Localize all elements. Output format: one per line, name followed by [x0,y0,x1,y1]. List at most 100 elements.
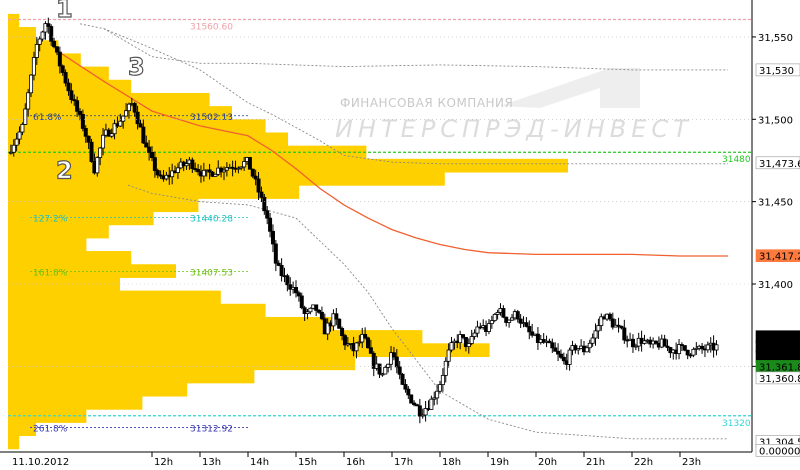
candle-body [553,347,558,352]
x-start-date-label: 11.10.2012 [12,457,69,468]
candle-body [486,323,491,332]
candle-body [144,142,149,148]
candle-body [276,262,281,266]
candle-body [17,131,22,140]
watermark-logo-icon [500,68,640,108]
candle-body [221,169,226,173]
candle-body [23,108,28,125]
candle-body [299,295,304,309]
volume-profile-bar [8,106,232,120]
x-tick-label: 23h [682,457,701,468]
candle-body [308,307,313,313]
candle-body [152,157,157,171]
candle-body [265,210,270,219]
fib-percent-label: 127.2% [33,215,68,225]
x-tick-label: 20h [538,457,557,468]
candle-body [141,126,146,144]
candle-body [420,414,425,417]
price-badge [755,156,800,170]
candle-body [587,342,592,349]
candle-body [78,110,83,115]
candle-body [365,337,370,349]
candle-body [43,23,48,33]
candle-body [469,336,474,344]
candle-body [288,284,293,290]
price-badge [755,63,800,77]
candle-body [317,309,322,313]
x-tick-label: 15h [298,457,317,468]
candle-body [518,318,523,324]
price-badge-label: 31,362 [759,352,794,363]
wave-labels: 1 3 2 [55,0,145,185]
candle-body [118,120,123,127]
level-label: 31480 [722,155,751,165]
volume-profile-bar [8,211,154,226]
price-badge-label: 31,473.6 [759,159,800,170]
candle-body [567,349,572,365]
candle-body [253,175,258,180]
candle-body [363,334,368,339]
fib-percent-label: 161.8% [33,269,68,279]
candle-body [121,115,126,122]
candle-body [509,317,514,321]
candle-body [403,384,408,390]
price-badge-label: 31,417.2 [759,252,800,263]
candle-body [270,230,275,245]
volume-profile-bar [8,40,59,54]
y-tick-label: 31,450 [758,198,793,209]
candle-body [256,178,261,193]
candle-body [342,335,347,346]
candle-body [207,169,212,173]
candle-body [314,304,319,311]
price-badge-label: 31,530 [759,66,794,77]
candle-body [466,343,471,348]
volume-profile-bar [8,27,36,41]
volume-profile-bar [8,224,109,239]
candle-body [190,159,195,169]
x-tick-label: 17h [394,457,413,468]
fib-percent-label: 61.8% [33,113,62,123]
candle-body [561,356,566,362]
x-tick-label: 18h [442,457,461,468]
volume-profile-bar [8,422,36,437]
candle-body [259,191,264,198]
candle-body [383,366,388,375]
candle-body [268,217,273,232]
candle-body [337,318,342,329]
candle-body [619,325,624,329]
x-tick-label: 22h [634,457,653,468]
x-tick-label: 13h [202,457,221,468]
candle-body [596,325,601,332]
fib-value-label: 31312.92 [190,424,233,434]
wave-label: 3 [128,53,145,81]
candle-body [8,151,13,154]
candle-body [147,146,152,153]
candle-body [155,170,160,176]
volume-profile-bar [8,343,490,357]
candle-body [262,196,267,212]
volume-profile-bar [8,13,20,28]
candle-body [492,314,497,321]
candle-body [449,342,454,351]
candle-body [443,360,448,376]
fib-value-label: 31407.53 [190,269,233,279]
candle-body [446,349,451,362]
watermark-company-type: ФИНАНСОВАЯ КОМПАНИЯ [340,96,513,110]
candle-body [682,345,687,351]
candle-body [610,318,615,328]
candle-body [170,170,175,178]
candle-body [550,342,555,349]
candle-body [406,388,411,396]
candle-body [158,174,163,177]
candle-body [135,111,140,125]
moving-average [55,49,728,257]
level-lines: 31560.60 31480 31320 61.8% 31502.13 127.2% 314… [8,18,752,434]
candle-body [126,103,131,112]
x-tick-label: 12h [154,457,173,468]
price-badge-label: 31,304.5 [759,437,800,448]
level-label: 31320 [722,419,751,429]
candle-body [607,313,612,320]
candle-body [489,320,494,325]
